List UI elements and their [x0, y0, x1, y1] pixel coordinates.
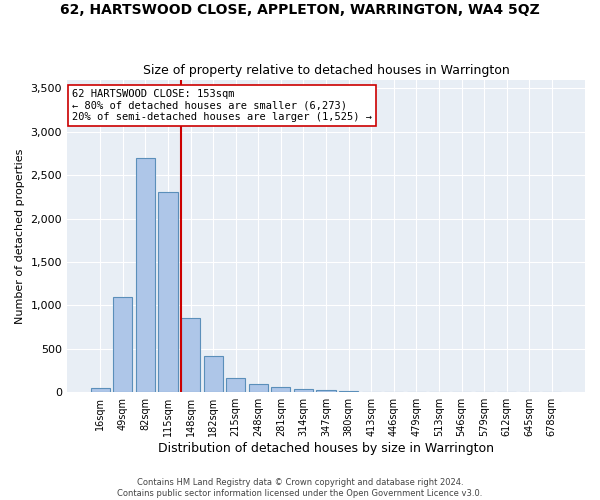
Title: Size of property relative to detached houses in Warrington: Size of property relative to detached ho…: [143, 64, 509, 77]
Y-axis label: Number of detached properties: Number of detached properties: [15, 148, 25, 324]
Bar: [294, 388, 313, 392]
Bar: [248, 384, 268, 392]
Bar: [136, 158, 155, 392]
Bar: [271, 387, 290, 392]
Bar: [181, 318, 200, 392]
X-axis label: Distribution of detached houses by size in Warrington: Distribution of detached houses by size …: [158, 442, 494, 455]
Bar: [316, 390, 335, 392]
Bar: [91, 388, 110, 392]
Bar: [226, 378, 245, 392]
Bar: [113, 296, 133, 392]
Text: Contains HM Land Registry data © Crown copyright and database right 2024.
Contai: Contains HM Land Registry data © Crown c…: [118, 478, 482, 498]
Bar: [158, 192, 178, 392]
Text: 62, HARTSWOOD CLOSE, APPLETON, WARRINGTON, WA4 5QZ: 62, HARTSWOOD CLOSE, APPLETON, WARRINGTO…: [60, 2, 540, 16]
Text: 62 HARTSWOOD CLOSE: 153sqm
← 80% of detached houses are smaller (6,273)
20% of s: 62 HARTSWOOD CLOSE: 153sqm ← 80% of deta…: [72, 89, 372, 122]
Bar: [203, 356, 223, 392]
